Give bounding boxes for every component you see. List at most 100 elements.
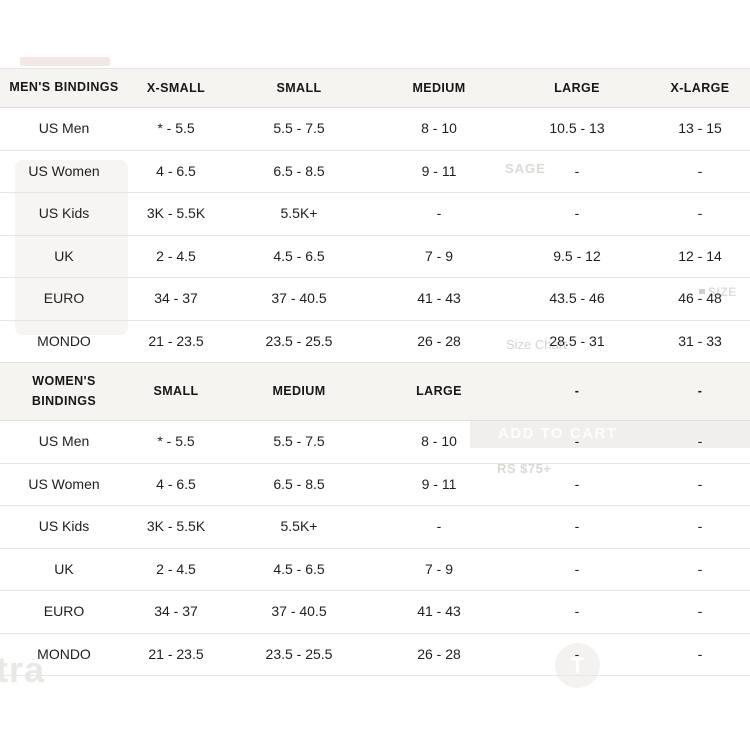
row-label: US Men xyxy=(38,433,90,450)
size-cell: 21 - 23.5 xyxy=(148,332,204,349)
womens-bindings-section: WOMEN'S BINDINGS SMALL MEDIUM LARGE - - US Men… xyxy=(0,363,750,676)
size-cell: - xyxy=(697,560,703,577)
size-cell: 5.5 - 7.5 xyxy=(273,120,325,137)
table-row: US Women 4 - 6.5 6.5 - 8.5 9 - 11 - - xyxy=(0,464,750,506)
ghost-product-image xyxy=(15,160,128,335)
size-cell: 2 - 4.5 xyxy=(156,247,196,264)
size-cell: 7 - 9 xyxy=(424,247,453,264)
size-cell: 4 - 6.5 xyxy=(156,475,196,492)
table-row: MONDO 21 - 23.5 23.5 - 25.5 26 - 28 - - xyxy=(0,634,750,676)
binding-size-chart-table: MEN'S BINDINGS X-SMALL SMALL MEDIUM LARGE X-L… xyxy=(0,68,750,676)
size-cell: 3K - 5.5K xyxy=(146,205,206,222)
size-cell: * - 5.5 xyxy=(157,120,195,137)
ghost-text-sage: SAGE xyxy=(505,161,546,176)
size-cell: 12 - 14 xyxy=(678,247,722,264)
size-cell: 41 - 43 xyxy=(417,603,461,620)
ghost-size-icon xyxy=(699,289,705,294)
row-label: US Kids xyxy=(38,205,90,222)
size-cell: 31 - 33 xyxy=(678,332,722,349)
table-row: US Men * - 5.5 5.5 - 7.5 8 - 10 - - xyxy=(0,421,750,464)
ghost-add-to-cart-button: ADD TO CART xyxy=(470,419,750,448)
ghost-brand-badge-icon: T xyxy=(555,643,600,688)
size-cell: - xyxy=(574,475,580,492)
size-cell: 43.5 - 46 xyxy=(549,290,605,307)
row-label: MONDO xyxy=(37,332,91,349)
row-label: US Women xyxy=(28,475,100,492)
mens-bindings-title: MEN'S BINDINGS xyxy=(9,80,119,95)
row-label: US Kids xyxy=(38,518,90,535)
size-cell: 9 - 11 xyxy=(421,162,457,179)
mens-bindings-section: MEN'S BINDINGS X-SMALL SMALL MEDIUM LARGE X-L… xyxy=(0,69,750,363)
size-cell: 13 - 15 xyxy=(678,120,722,137)
table-row: US Kids 3K - 5.5K 5.5K+ - - - xyxy=(0,193,750,236)
size-cell: 28.5 - 31 xyxy=(549,332,605,349)
header-cell: LARGE xyxy=(416,384,462,398)
size-cell: 23.5 - 25.5 xyxy=(265,645,333,662)
header-cell: X-SMALL xyxy=(146,80,206,95)
table-row: US Men * - 5.5 5.5 - 7.5 8 - 10 10.5 - 13 13 … xyxy=(0,108,750,151)
size-cell: 6.5 - 8.5 xyxy=(273,162,325,179)
table-row: US Women 4 - 6.5 6.5 - 8.5 9 - 11 - - xyxy=(0,151,750,193)
size-cell: 5.5K+ xyxy=(280,518,318,535)
table-row: MONDO 21 - 23.5 23.5 - 25.5 26 - 28 28.5 - 3… xyxy=(0,321,750,363)
size-cell: 3K - 5.5K xyxy=(146,518,206,535)
size-cell: - xyxy=(574,603,580,620)
header-cell: MEDIUM xyxy=(272,384,326,398)
header-cell: SMALL xyxy=(153,384,199,398)
size-cell: 41 - 43 xyxy=(417,290,461,307)
row-label: MONDO xyxy=(37,645,91,662)
size-cell: 26 - 28 xyxy=(417,332,461,349)
size-cell: - xyxy=(697,518,703,535)
table-row: UK 2 - 4.5 4.5 - 6.5 7 - 9 9.5 - 12 12 - 14 xyxy=(0,236,750,278)
ghost-text-size: SIZE xyxy=(708,285,737,299)
size-cell: 23.5 - 25.5 xyxy=(265,332,333,349)
size-cell: - xyxy=(574,433,580,450)
ghost-badge-letter: T xyxy=(570,652,585,678)
header-cell: - xyxy=(697,384,703,398)
size-cell: - xyxy=(697,205,703,222)
size-cell: 7 - 9 xyxy=(424,560,453,577)
size-cell: - xyxy=(574,560,580,577)
header-cell: SMALL xyxy=(276,80,322,95)
size-cell: - xyxy=(697,645,703,662)
row-label: UK xyxy=(54,560,74,577)
size-cell: 21 - 23.5 xyxy=(148,645,204,662)
size-cell: - xyxy=(697,162,703,179)
womens-bindings-title: WOMEN'S BINDINGS xyxy=(31,374,97,408)
header-cell: - xyxy=(574,384,580,398)
size-cell: 4.5 - 6.5 xyxy=(273,247,325,264)
womens-bindings-header-row: WOMEN'S BINDINGS SMALL MEDIUM LARGE - - xyxy=(0,363,750,421)
size-cell: - xyxy=(697,433,703,450)
size-cell: - xyxy=(574,162,580,179)
row-label: EURO xyxy=(43,603,85,620)
row-label: US Women xyxy=(28,162,100,179)
size-cell: 8 - 10 xyxy=(421,433,457,450)
table-row: EURO 34 - 37 37 - 40.5 41 - 43 - - xyxy=(0,591,750,634)
header-cell: X-LARGE xyxy=(670,80,730,95)
size-cell: 37 - 40.5 xyxy=(271,603,327,620)
table-row: US Kids 3K - 5.5K 5.5K+ - - - xyxy=(0,506,750,549)
table-row: UK 2 - 4.5 4.5 - 6.5 7 - 9 - - xyxy=(0,549,750,591)
size-cell: 10.5 - 13 xyxy=(549,120,605,137)
size-cell: 34 - 37 xyxy=(154,290,198,307)
table-row: EURO 34 - 37 37 - 40.5 41 - 43 43.5 - 46 46 -… xyxy=(0,278,750,321)
ghost-add-to-cart-label: ADD TO CART xyxy=(498,425,618,442)
ghost-size-chart-link: Size Chart xyxy=(506,337,567,352)
size-cell: - xyxy=(574,518,580,535)
size-cell: - xyxy=(574,645,580,662)
size-cell: - xyxy=(697,603,703,620)
size-cell: 9.5 - 12 xyxy=(553,247,601,264)
row-label: UK xyxy=(54,247,74,264)
mens-bindings-header-row: MEN'S BINDINGS X-SMALL SMALL MEDIUM LARGE X-L… xyxy=(0,69,750,108)
size-cell: - xyxy=(697,475,703,492)
size-cell: 9 - 11 xyxy=(421,475,457,492)
row-label: EURO xyxy=(43,290,85,307)
size-cell: 4 - 6.5 xyxy=(156,162,196,179)
size-cell: 2 - 4.5 xyxy=(156,560,196,577)
size-cell: 37 - 40.5 xyxy=(271,290,327,307)
size-cell: 26 - 28 xyxy=(417,645,461,662)
size-cell: 34 - 37 xyxy=(154,603,198,620)
size-cell: 8 - 10 xyxy=(421,120,457,137)
ghost-product-image-top xyxy=(20,57,110,66)
